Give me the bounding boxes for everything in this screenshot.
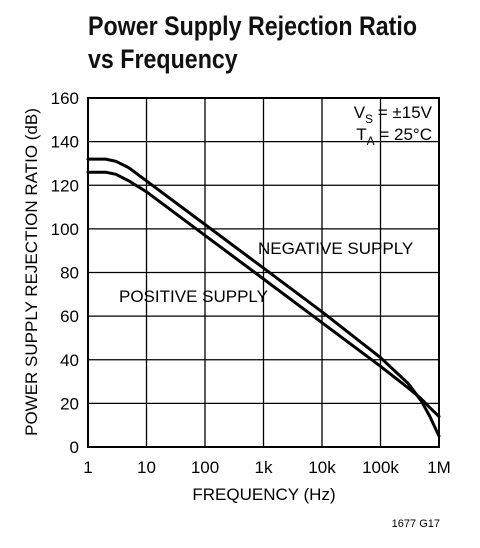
y-tick-label: 140 [51, 133, 79, 152]
x-tick-label: 100 [191, 458, 219, 477]
y-tick-label: 0 [70, 438, 79, 457]
chart-title: Power Supply Rejection Ratio vs Frequenc… [88, 10, 417, 76]
ta-symbol: T [356, 125, 366, 144]
negative-supply-line [86, 157, 441, 438]
conditions-vs: VS = ±15V [354, 103, 433, 126]
figure-id: 1677 G17 [392, 518, 440, 530]
y-tick-labels: 0 20 40 60 80 100 120 140 160 [51, 89, 79, 457]
y-tick-label: 120 [51, 176, 79, 195]
y-tick-label: 80 [60, 264, 79, 283]
vs-symbol: V [354, 103, 366, 122]
x-tick-label: 10k [308, 458, 336, 477]
plot-frame [87, 97, 440, 448]
title-line-1: Power Supply Rejection Ratio [88, 11, 418, 41]
vs-value: = ±15V [373, 103, 433, 122]
y-axis-label: POWER SUPPLY REJECTION RATIO (dB) [22, 108, 41, 436]
vs-subscript: S [365, 112, 373, 126]
title-line-2: vs Frequency [88, 44, 238, 74]
x-tick-label: 1M [427, 458, 451, 477]
y-tick-label: 60 [60, 307, 79, 326]
grid [87, 97, 440, 448]
series-group [86, 157, 441, 438]
x-tick-labels: 1 10 100 1k 10k 100k 1M [83, 458, 451, 477]
x-axis-label: FREQUENCY (Hz) [192, 485, 335, 504]
x-tick-label: 1 [83, 458, 92, 477]
ta-subscript: A [367, 134, 375, 148]
conditions-ta: TA = 25°C [356, 125, 432, 148]
y-tick-label: 100 [51, 220, 79, 239]
positive-supply-label: POSITIVE SUPPLY [119, 287, 268, 306]
x-tick-label: 100k [362, 458, 399, 477]
y-tick-label: 40 [60, 351, 79, 370]
y-tick-label: 160 [51, 89, 79, 108]
x-tick-label: 1k [255, 458, 273, 477]
y-tick-label: 20 [60, 394, 79, 413]
negative-supply-label: NEGATIVE SUPPLY [258, 239, 413, 258]
positive-supply-line [86, 170, 441, 418]
x-tick-label: 10 [137, 458, 156, 477]
ta-value: = 25°C [375, 125, 432, 144]
